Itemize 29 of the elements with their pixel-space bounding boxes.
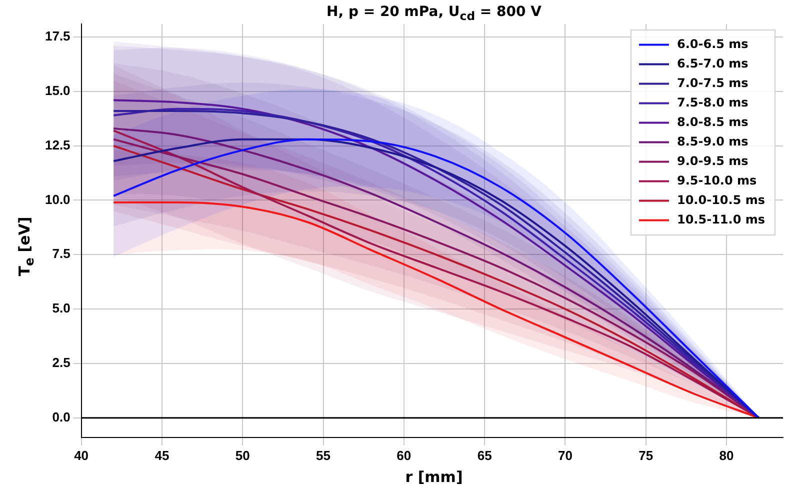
y-tick-label: 15.0 xyxy=(44,83,70,98)
y-tick-label: 12.5 xyxy=(44,137,70,152)
x-tick-label: 65 xyxy=(477,448,492,463)
y-tick-label: 5.0 xyxy=(52,300,70,316)
legend-label: 7.5-8.0 ms xyxy=(676,95,748,110)
y-tick-label: 7.5 xyxy=(52,246,70,262)
x-tick-label: 75 xyxy=(638,448,654,463)
legend-label: 8.5-9.0 ms xyxy=(676,134,748,148)
x-tick-label: 60 xyxy=(396,448,412,463)
legend-label: 6.5-7.0 ms xyxy=(676,56,748,70)
legend-label: 7.0-7.5 ms xyxy=(676,76,748,90)
legend-label: 9.0-9.5 ms xyxy=(676,154,748,168)
legend-label: 9.5-10.0 ms xyxy=(676,173,757,188)
x-axis-title: r [mm] xyxy=(404,468,464,486)
y-tick-label: 17.5 xyxy=(44,28,70,44)
x-tick-label: 50 xyxy=(235,448,250,463)
x-tick-label: 80 xyxy=(719,448,734,463)
chart-title: H, p = 20 mPa, U$_{cd}$ = 800 V xyxy=(326,4,542,23)
x-tick-label: 45 xyxy=(154,448,170,463)
legend-label: 6.0-6.5 ms xyxy=(676,36,748,51)
legend-label: 8.0-8.5 ms xyxy=(676,114,748,129)
legend-label: 10.5-11.0 ms xyxy=(676,212,766,226)
x-tick-label: 70 xyxy=(558,448,572,463)
y-tick-label: 10.0 xyxy=(44,192,70,207)
x-tick-label: 40 xyxy=(74,448,89,463)
legend-label: 10.0-10.5 ms xyxy=(676,192,766,207)
y-tick-label: 2.5 xyxy=(52,355,70,370)
x-tick-label: 55 xyxy=(316,448,330,463)
y-tick-label: 0.0 xyxy=(52,409,70,424)
